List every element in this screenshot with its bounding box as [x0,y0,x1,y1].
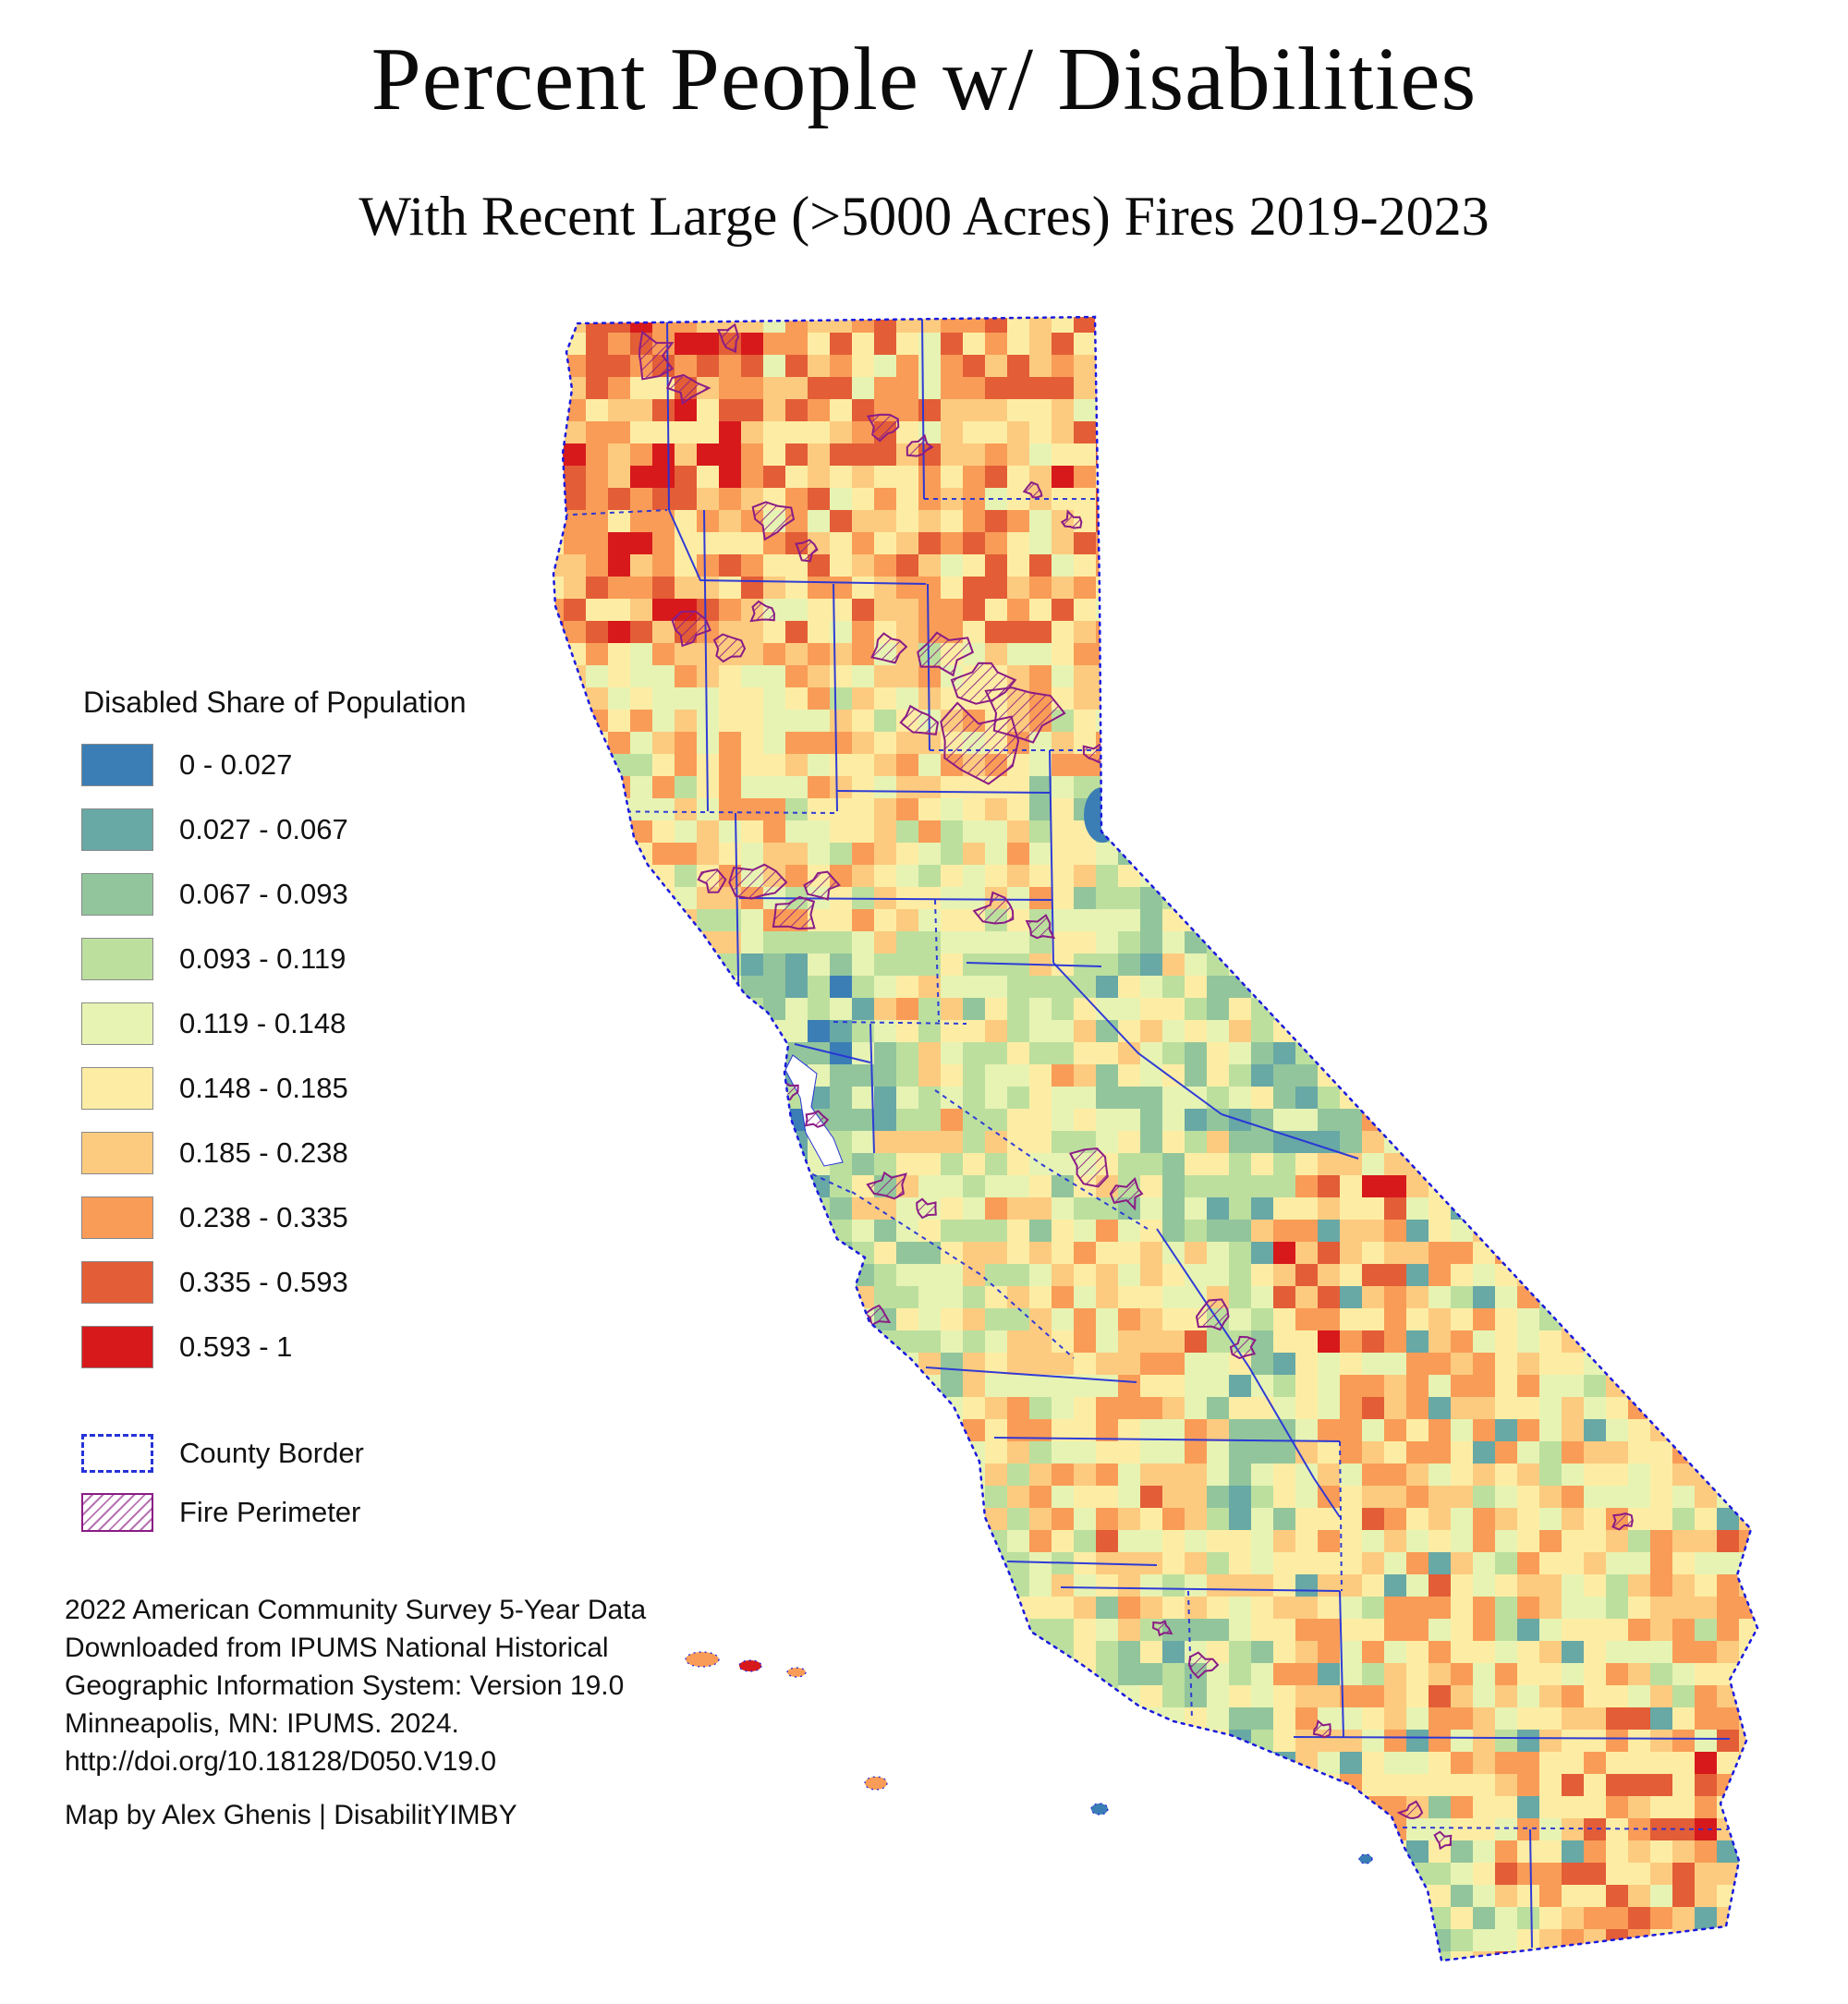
legend-class-label: 0.027 - 0.067 [179,813,348,845]
legend: Disabled Share of Population 0 - 0.027 0.… [81,686,467,1391]
legend-class-label: 0.238 - 0.335 [179,1201,348,1233]
legend-class-row: 0.593 - 1 [81,1326,467,1368]
legend-class-label: 0.067 - 0.093 [179,878,348,910]
source-line: Minneapolis, MN: IPUMS. 2024. [65,1708,459,1739]
san-francisco-bay [784,1054,844,1167]
legend-class-row: 0.335 - 0.593 [81,1261,467,1304]
legend-swatch [81,1002,153,1045]
legend-class-list: 0 - 0.027 0.027 - 0.067 0.067 - 0.093 0.093… [81,744,467,1368]
legend-class-label: 0.185 - 0.238 [179,1136,348,1169]
legend-title: Disabled Share of Population [83,686,467,719]
legend-class-label: 0.119 - 0.148 [179,1007,346,1039]
legend-swatch [81,808,153,851]
source-line: 2022 American Community Survey 5-Year Da… [65,1595,647,1625]
legend-swatch [81,1261,153,1304]
county-border-label: County Border [179,1437,364,1469]
legend-swatch [81,744,153,786]
legend-class-row: 0.027 - 0.067 [81,808,467,851]
legend-class-label: 0.593 - 1 [179,1330,293,1363]
county-border-swatch [81,1434,153,1473]
page-title: Percent People w/ Disabilities [371,30,1477,128]
legend-class-row: 0.238 - 0.335 [81,1196,467,1239]
legend-swatch [81,873,153,916]
legend-class-row: 0.093 - 0.119 [81,938,467,980]
fire-perimeter-legend-row: Fire Perimeter [81,1493,364,1532]
legend-class-row: 0.119 - 0.148 [81,1002,467,1045]
legend-class-row: 0.185 - 0.238 [81,1132,467,1174]
state-border [552,315,1759,1962]
source-line: Downloaded from IPUMS National Historica… [65,1633,609,1663]
legend-swatch [81,1196,153,1239]
legend-class-row: 0.067 - 0.093 [81,873,467,916]
fire-perimeter-label: Fire Perimeter [179,1496,361,1528]
data-source-citation: 2022 American Community Survey 5-Year Da… [65,1591,646,1780]
author-credit: Map by Alex Ghenis | DisabilitYIMBY [65,1800,517,1830]
legend-class-label: 0.148 - 0.185 [179,1072,348,1104]
legend-swatch [81,1326,153,1368]
source-line: http://doi.org/10.18128/D050.V19.0 [65,1746,497,1777]
page-subtitle: With Recent Large (>5000 Acres) Fires 20… [359,186,1489,247]
census-tract-cells [553,317,1757,1961]
legend-swatch [81,1067,153,1110]
legend-class-label: 0.335 - 0.593 [179,1266,348,1298]
symbol-legend: County Border Fire Perimeter [81,1434,364,1552]
fire-perimeters [629,317,1634,1851]
legend-class-label: 0.093 - 0.119 [179,942,346,975]
legend-swatch [81,1132,153,1174]
legend-class-row: 0 - 0.027 [81,744,467,786]
source-line: Geographic Information System: Version 1… [65,1670,625,1701]
legend-swatch [81,938,153,980]
fire-perimeter-swatch [81,1493,153,1532]
channel-islands [685,1651,1373,1864]
legend-class-label: 0 - 0.027 [179,748,293,781]
legend-class-row: 0.148 - 0.185 [81,1067,467,1110]
county-border-legend-row: County Border [81,1434,364,1473]
